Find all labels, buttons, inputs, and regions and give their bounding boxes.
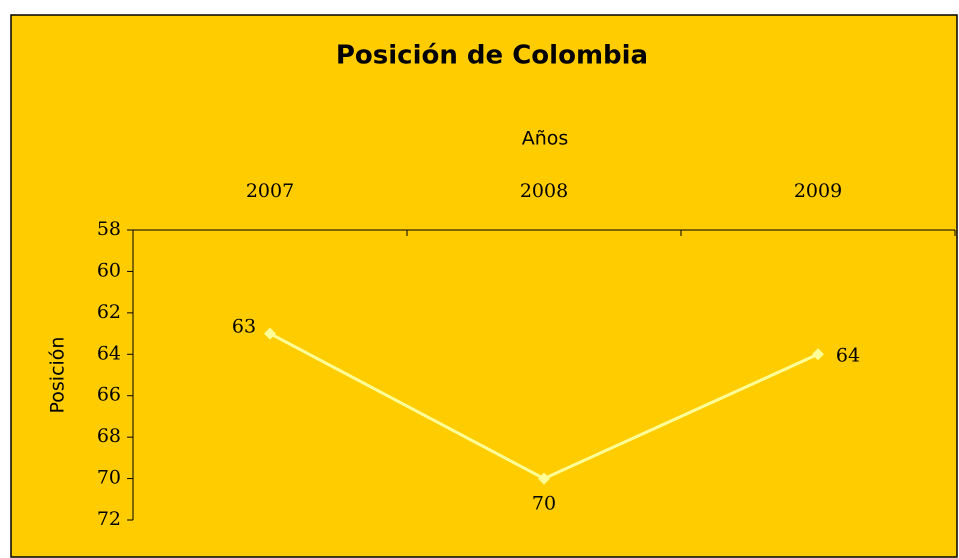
data-label: 63 bbox=[232, 316, 256, 338]
y-axis-label: Posición bbox=[47, 337, 69, 414]
y-tick-label: 66 bbox=[97, 384, 121, 406]
y-tick-label: 58 bbox=[97, 218, 121, 240]
data-label: 64 bbox=[836, 344, 860, 366]
point-marker bbox=[264, 327, 276, 340]
point-marker bbox=[812, 348, 824, 361]
y-tick-label: 62 bbox=[97, 301, 121, 323]
x-tick-label: 2007 bbox=[246, 180, 294, 202]
x-tick-label: 2008 bbox=[520, 180, 568, 202]
y-tick-label: 68 bbox=[97, 425, 121, 447]
y-tick-label: 64 bbox=[97, 342, 121, 364]
x-tick-label: 2009 bbox=[794, 180, 842, 202]
x-axis-label: Años bbox=[522, 128, 569, 150]
y-tick-label: 72 bbox=[97, 508, 121, 530]
y-tick-label: 70 bbox=[97, 467, 121, 489]
data-label: 70 bbox=[532, 493, 556, 515]
chart-title: Posición de Colombia bbox=[336, 41, 648, 71]
chart-background bbox=[10, 14, 958, 558]
y-tick-label: 60 bbox=[97, 259, 121, 281]
point-marker bbox=[538, 472, 550, 485]
